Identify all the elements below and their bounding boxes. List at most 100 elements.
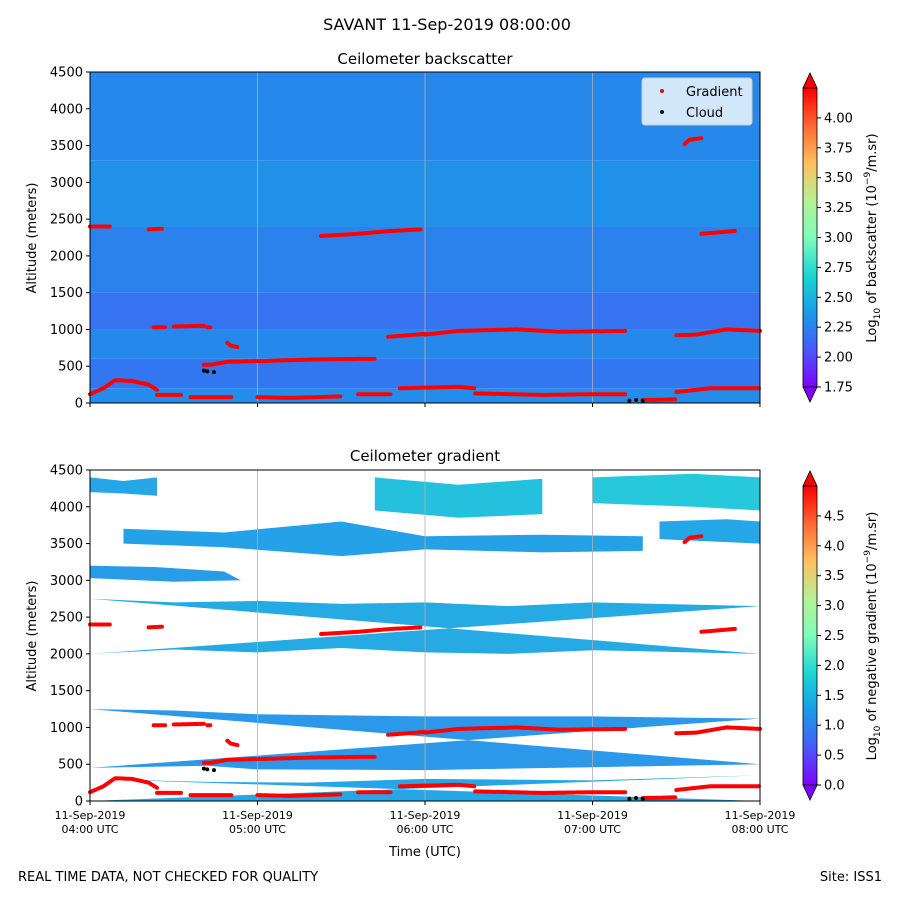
colorbar-bottom-extend-min — [802, 784, 818, 801]
figure-suptitle: SAVANT 11-Sep-2019 08:00:00 — [323, 15, 571, 34]
gradient-title: Ceilometer gradient — [350, 447, 500, 465]
bot-gradient-points-3 — [699, 626, 737, 634]
panel-gradient: Ceilometer gradient 0 500 1000 1500 2000 2500… — [25, 447, 883, 860]
colorbar-top-ticks: 1.75 2.00 2.25 2.50 2.75 3.00 3.25 3.50 3.75 4.00 — [817, 111, 853, 396]
bot-ytick-label-1500: 1500 — [50, 684, 83, 699]
top-cloud-point-1-0 — [627, 398, 632, 403]
top-cloud-point-1-2 — [640, 398, 645, 403]
top-gradient-points-9 — [225, 340, 240, 350]
top-cbtick-label-9: 4.00 — [824, 111, 853, 126]
bot-gradient-points-1 — [146, 624, 164, 630]
backscatter-plot-area — [88, 72, 762, 403]
top-cbtick-label-8: 3.75 — [824, 141, 853, 156]
bot-gradient-points-2 — [319, 625, 424, 636]
bot-cbtick-label-6: 3.0 — [824, 599, 845, 614]
bot-cbtick-label-3: 1.5 — [824, 689, 845, 704]
bot-xtick-label-3-1: 07:00 UTC — [564, 823, 621, 836]
bot-cbtick-label-0: 0.0 — [824, 779, 845, 794]
colorbar-bottom-label: Log10 of negative gradient (10−9/m.sr) — [863, 512, 883, 761]
backscatter-title: Ceilometer backscatter — [337, 50, 513, 68]
colorbar-top-extend-max — [802, 72, 818, 89]
gradient-band-top-mid — [374, 477, 543, 518]
bot-ytick-label-4500: 4500 — [50, 464, 83, 479]
bot-gradient-points-16 — [255, 792, 344, 798]
bot-xtick-label-1-0: 11-Sep-2019 — [222, 809, 293, 822]
top-cloud-point-0-2 — [211, 370, 216, 375]
gradient-ylabel: Altitude (meters) — [25, 581, 40, 692]
bot-ytick-label-2500: 2500 — [50, 611, 83, 626]
bot-gradient-points-18 — [397, 782, 478, 789]
legend-gradient-marker — [660, 89, 664, 93]
top-ytick-label-500: 500 — [58, 360, 83, 375]
bot-gradient-points-8 — [386, 729, 427, 737]
top-gradient-points-3 — [699, 228, 737, 236]
top-gradient-points-8 — [386, 331, 427, 339]
legend-gradient-label: Gradient — [686, 85, 743, 100]
top-cbtick-label-7: 3.50 — [824, 171, 853, 186]
bot-cloud-point-0-2 — [211, 768, 216, 773]
top-cbtick-label-1: 2.00 — [824, 351, 853, 366]
gradient-band-3500 — [123, 521, 643, 557]
top-ytick-label-2000: 2000 — [50, 249, 83, 264]
gradient-band-top — [90, 477, 157, 496]
bot-cbtick-label-2: 1.0 — [824, 719, 845, 734]
backscatter-legend: Gradient Cloud — [641, 77, 753, 126]
bot-ytick-label-3000: 3000 — [50, 574, 83, 589]
bot-cbtick-label-8: 4.0 — [824, 539, 845, 554]
top-cloud-point-0-0 — [201, 368, 206, 373]
gradient-xlabel: Time (UTC) — [388, 845, 461, 860]
bot-gradient-points-21 — [674, 784, 762, 792]
top-cloud-point-1-1 — [634, 398, 639, 403]
backscatter-y-ticks: 0 500 1000 1500 2000 2500 3000 3500 4000 4500 — [50, 66, 90, 412]
top-ytick-label-1500: 1500 — [50, 286, 83, 301]
bot-ytick-label-2000: 2000 — [50, 647, 83, 662]
bot-gradient-points-19 — [473, 789, 628, 795]
top-ytick-label-0: 0 — [75, 397, 83, 412]
backscatter-ylabel: Altitude (meters) — [25, 183, 40, 294]
bot-cloud-point-0-1 — [205, 767, 210, 772]
bot-cbtick-label-7: 3.5 — [824, 569, 845, 584]
bot-xtick-label-3-0: 11-Sep-2019 — [557, 809, 628, 822]
bot-gradient-points-13 — [88, 776, 159, 795]
legend-cloud-label: Cloud — [686, 106, 723, 121]
colorbar-top-extend-min — [802, 386, 818, 403]
top-ytick-label-1000: 1000 — [50, 323, 83, 338]
bot-cbtick-label-9: 4.5 — [824, 509, 845, 524]
top-ytick-label-4000: 4000 — [50, 102, 83, 117]
bot-ytick-label-1000: 1000 — [50, 721, 83, 736]
top-gradient-points-11 — [674, 327, 762, 338]
backscatter-x-ticks — [89, 403, 761, 407]
gradient-colorbar: 0.0 0.5 1.0 1.5 2.0 2.5 3.0 3.5 4.0 4.5 Log10 of … — [802, 470, 883, 801]
footer-quality-note: REAL TIME DATA, NOT CHECKED FOR QUALITY — [18, 870, 319, 885]
top-gradient-points-20 — [640, 397, 679, 403]
bot-gradient-points-4 — [682, 534, 704, 545]
colorbar-bottom-scale — [802, 485, 818, 786]
top-gradient-points-13 — [88, 378, 159, 397]
backscatter-colorbar: 1.75 2.00 2.25 2.50 2.75 3.00 3.25 3.50 3.75 4.00… — [802, 72, 883, 403]
colorbar-top-scale — [802, 87, 818, 388]
bot-gradient-points-11 — [674, 725, 762, 736]
top-ytick-label-4500: 4500 — [50, 66, 83, 81]
bot-gradient-points-10 — [423, 725, 628, 735]
gradient-band-3700-right — [659, 519, 760, 544]
top-gradient-points-16 — [255, 394, 344, 400]
bot-cbtick-label-4: 2.0 — [824, 659, 845, 674]
bot-xtick-label-4-1: 08:00 UTC — [731, 823, 788, 836]
bot-cloud-point-1-1 — [634, 796, 639, 801]
bot-cloud-point-1-0 — [627, 796, 632, 801]
panel-backscatter: Ceilometer backscatter 0 500 1000 1500 2000 2… — [25, 50, 883, 412]
top-gradient-points-4 — [682, 136, 704, 147]
bot-xtick-label-1-1: 05:00 UTC — [229, 823, 286, 836]
bot-ytick-label-4000: 4000 — [50, 500, 83, 515]
gradient-y-ticks: 0 500 1000 1500 2000 2500 3000 3500 4000 4500 — [50, 464, 90, 810]
top-cbtick-label-6: 3.25 — [824, 201, 853, 216]
top-gradient-points-19 — [473, 391, 628, 397]
bot-xtick-label-0-0: 11-Sep-2019 — [55, 809, 126, 822]
bot-xtick-label-2-1: 06:00 UTC — [396, 823, 453, 836]
bot-ytick-label-3500: 3500 — [50, 537, 83, 552]
bot-ytick-label-500: 500 — [58, 758, 83, 773]
footer-site: Site: ISS1 — [819, 870, 882, 885]
top-cbtick-label-0: 1.75 — [824, 381, 853, 396]
